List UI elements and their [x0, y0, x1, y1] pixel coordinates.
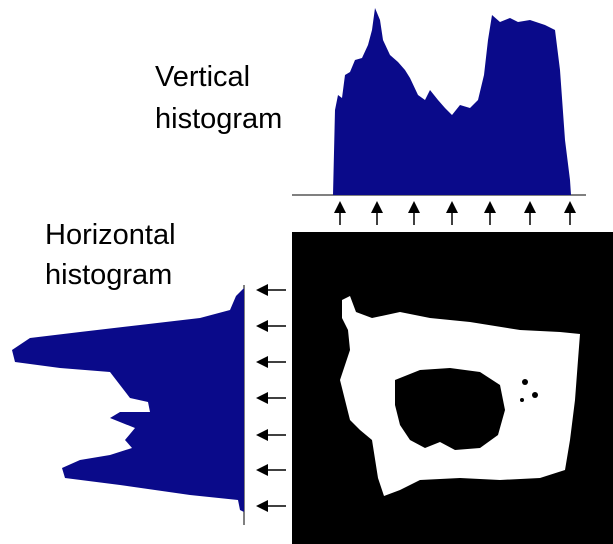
horizontal-histogram	[12, 285, 244, 525]
vertical-label-line: histogram	[155, 103, 282, 135]
horizontal-label-line: histogram	[45, 259, 172, 291]
binary-image	[292, 232, 613, 544]
diagram: Vertical histogram Horizontal histogram	[0, 0, 613, 544]
horizontal-label-line: Horizontal	[45, 219, 176, 251]
left-arrows	[262, 290, 286, 506]
vertical-label-line: Vertical	[155, 61, 250, 93]
up-arrows	[340, 207, 570, 225]
vertical-histogram	[292, 8, 586, 195]
